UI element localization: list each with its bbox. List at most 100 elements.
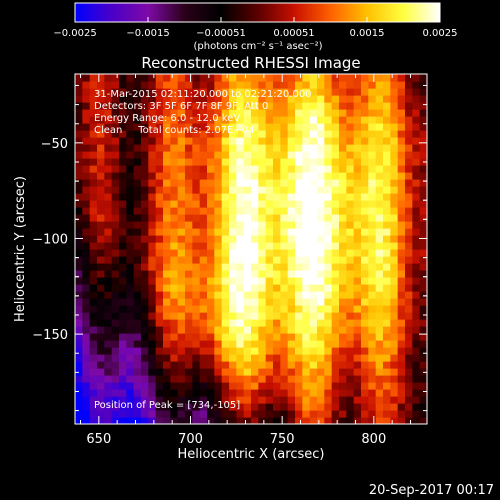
heatmap-cell [243, 221, 252, 229]
heatmap-cell [375, 305, 384, 313]
heatmap-cell [229, 410, 237, 418]
heatmap-cell [419, 270, 427, 278]
heatmap-cell [390, 382, 399, 390]
heatmap-cell [317, 326, 325, 334]
heatmap-cell [397, 172, 406, 180]
heatmap-cell [236, 102, 245, 110]
heatmap-cell [390, 305, 399, 313]
heatmap-cell [302, 263, 311, 271]
heatmap-cell [375, 389, 384, 397]
heatmap-cell [126, 172, 135, 180]
heatmap-cell [133, 312, 142, 320]
heatmap-cell [104, 305, 113, 313]
heatmap-cell [155, 200, 164, 208]
heatmap-cell [258, 263, 267, 271]
heatmap-cell [236, 319, 245, 327]
heatmap-cell [148, 333, 157, 341]
heatmap-cell [207, 389, 215, 397]
heatmap-cell [133, 235, 142, 243]
heatmap-cell [126, 354, 135, 362]
heatmap-cell [148, 179, 157, 187]
heatmap-cell [104, 361, 113, 369]
heatmap-cell [375, 326, 384, 334]
heatmap-cell [163, 361, 171, 369]
plot-frame [74, 73, 428, 425]
heatmap-cell [82, 235, 91, 243]
heatmap-cell [295, 312, 303, 320]
heatmap-cell [361, 214, 369, 222]
heatmap-cell [229, 305, 237, 313]
heatmap-cell [258, 207, 267, 215]
heatmap-cell [221, 102, 230, 110]
heatmap-cell [287, 102, 296, 110]
heatmap-cell [243, 263, 252, 271]
heatmap-cell [126, 361, 135, 369]
heatmap-cell [317, 179, 325, 187]
heatmap-cell [148, 137, 157, 145]
heatmap-cell [155, 291, 164, 299]
heatmap-cell [133, 179, 142, 187]
heatmap-cell [280, 277, 289, 285]
heatmap-cell [251, 319, 259, 327]
heatmap-cell [214, 130, 223, 138]
heatmap-cell [75, 340, 83, 348]
axis-ticks: 650 700 750 800−150−100−50 [32, 74, 427, 447]
heatmap-cell [317, 340, 325, 348]
heatmap-cell [273, 81, 281, 89]
heatmap-cell [339, 284, 347, 292]
heatmap-cell [361, 228, 369, 236]
heatmap-cell [229, 74, 237, 82]
heatmap-cell [104, 249, 113, 257]
heatmap-cell [192, 410, 201, 418]
heatmap-cell [199, 186, 208, 194]
heatmap-cell [397, 74, 406, 82]
heatmap-cell [324, 130, 333, 138]
heatmap-cell [199, 102, 208, 110]
heatmap-cell [243, 340, 252, 348]
heatmap-cell [104, 396, 113, 404]
heatmap-cell [419, 326, 427, 334]
heatmap-cell [243, 249, 252, 257]
heatmap-cell [405, 235, 413, 243]
heatmap-cell [243, 235, 252, 243]
heatmap-cell [309, 102, 318, 110]
heatmap-cell [82, 382, 91, 390]
heatmap-cell [207, 102, 215, 110]
heatmap-cell [353, 235, 362, 243]
heatmap-cell [89, 81, 98, 89]
heatmap-cell [214, 319, 223, 327]
heatmap-cell [221, 291, 230, 299]
heatmap-cell [331, 340, 340, 348]
heatmap-cell [317, 382, 325, 390]
heatmap-cell [324, 410, 333, 418]
heatmap-cell [368, 396, 377, 404]
heatmap-cell [177, 417, 186, 424]
heatmap-cell [397, 88, 406, 96]
heatmap-cell [258, 102, 267, 110]
heatmap-cell [295, 368, 303, 376]
heatmap-cell [273, 347, 281, 355]
heatmap-cell [155, 193, 164, 201]
colorbar-tick-label: −0.0015 [126, 28, 169, 39]
heatmap-cell [397, 270, 406, 278]
heatmap-cell [419, 221, 427, 229]
heatmap-cell [141, 291, 149, 299]
heatmap-cell [126, 396, 135, 404]
heatmap-cell [287, 333, 296, 341]
heatmap-cell [75, 200, 83, 208]
heatmap-cell [353, 214, 362, 222]
heatmap-cell [199, 270, 208, 278]
heatmap-cell [207, 410, 215, 418]
heatmap-cell [75, 319, 83, 327]
heatmap-cell [104, 242, 113, 250]
heatmap-cell [265, 305, 274, 313]
heatmap-cell [148, 214, 157, 222]
heatmap-cell [309, 389, 318, 397]
heatmap-cell [258, 305, 267, 313]
heatmap-cell [390, 291, 399, 299]
heatmap-cell [258, 361, 267, 369]
heatmap-cell [111, 354, 120, 362]
heatmap-cell [302, 396, 311, 404]
heatmap-cell [192, 382, 201, 390]
heatmap-cell [185, 326, 193, 334]
